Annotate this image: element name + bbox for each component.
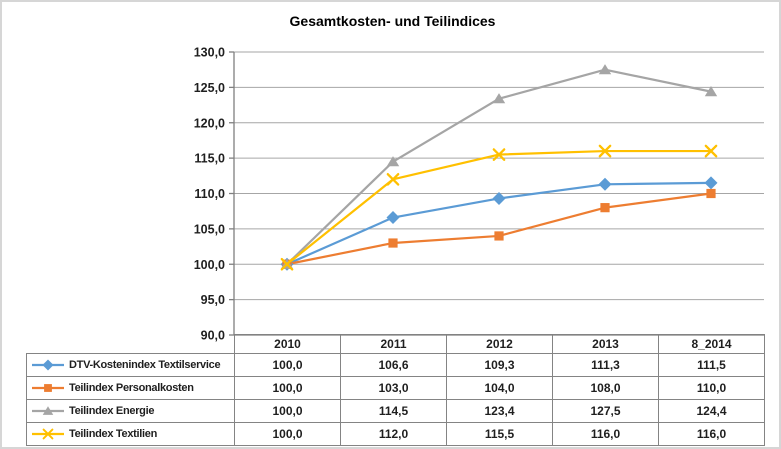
diamond-marker: [492, 191, 506, 205]
y-tick-label: 95,0: [201, 293, 225, 307]
x-marker: [704, 144, 718, 158]
value-cell: 112,0: [340, 422, 447, 446]
triangle-marker: [386, 156, 400, 167]
legend-label: Teilindex Personalkosten: [69, 382, 194, 394]
category-header: 2010: [234, 334, 341, 354]
series-line: [286, 192, 712, 266]
value-cell: 110,0: [658, 376, 765, 400]
square-marker: [388, 238, 398, 248]
diamond-marker: [42, 359, 54, 371]
diamond-marker: [704, 176, 718, 190]
value-cell: 111,3: [552, 353, 659, 377]
series-line: [286, 68, 712, 266]
legend-label: Teilindex Textilien: [69, 428, 158, 440]
triangle-marker: [598, 64, 612, 75]
table-row: Teilindex Personalkosten 100,0 103,0 104,0 1…: [26, 376, 765, 400]
value-cell: 100,0: [234, 376, 341, 400]
triangle-marker: [280, 258, 294, 269]
y-tick-label: 105,0: [194, 222, 225, 236]
table-header-row: 2010 2011 2012 2013 8_2014: [27, 334, 765, 354]
table-corner-cell: [27, 335, 235, 354]
table-row: DTV-Kostenindex Textilservice 100,0 106,6 1…: [26, 353, 765, 377]
value-cell: 103,0: [340, 376, 447, 400]
diamond-marker: [280, 257, 294, 271]
value-cell: 106,6: [340, 353, 447, 377]
legend-cell: DTV-Kostenindex Textilservice: [26, 353, 235, 377]
diamond-marker: [386, 211, 400, 225]
value-cell: 109,3: [446, 353, 553, 377]
square-marker: [494, 231, 504, 241]
value-cell: 127,5: [552, 399, 659, 423]
legend-key-diamond-icon: [32, 359, 64, 371]
y-tick-label: 110,0: [194, 187, 225, 201]
value-cell: 104,0: [446, 376, 553, 400]
legend-label: DTV-Kostenindex Textilservice: [69, 359, 221, 371]
value-cell: 116,0: [552, 422, 659, 446]
x-marker: [492, 148, 506, 161]
value-cell: 115,5: [446, 422, 553, 446]
value-cell: 116,0: [658, 422, 765, 446]
legend-label: Teilindex Energie: [69, 405, 155, 417]
legend-key-x-icon: [32, 428, 64, 440]
triangle-marker: [704, 86, 718, 97]
category-header: 2012: [446, 334, 553, 354]
square-marker: [44, 384, 52, 392]
chart-title: Gesamtkosten- und Teilindices: [289, 13, 496, 29]
table-row: Teilindex Textilien 100,0 112,0 115,5 116,0 1…: [26, 422, 765, 446]
square-marker: [282, 259, 292, 269]
value-cell: 108,0: [552, 376, 659, 400]
chart-data-table: 2010 2011 2012 2013 8_2014 DTV-Kostenindex Te…: [26, 334, 765, 446]
category-header: 2011: [340, 334, 447, 354]
triangle-marker: [492, 93, 506, 104]
legend-cell: Teilindex Personalkosten: [26, 376, 235, 400]
square-marker: [600, 203, 610, 213]
square-marker: [706, 188, 716, 199]
value-cell: 111,5: [658, 353, 765, 377]
y-tick-label: 125,0: [194, 81, 225, 95]
legend-key-triangle-icon: [32, 406, 64, 415]
value-cell: 100,0: [234, 399, 341, 423]
y-tick-label: 130,0: [194, 46, 225, 60]
diamond-marker: [598, 177, 612, 191]
x-marker: [42, 428, 54, 440]
x-marker: [598, 144, 612, 158]
y-tick-label: 115,0: [194, 152, 225, 166]
legend-cell: Teilindex Textilien: [26, 422, 235, 446]
x-marker: [386, 173, 400, 186]
x-marker: [280, 257, 294, 271]
value-cell: 114,5: [340, 399, 447, 423]
category-header: 2013: [552, 334, 659, 354]
y-tick-label: 120,0: [194, 116, 225, 130]
table-row: Teilindex Energie 100,0 114,5 123,4 127,5 124…: [26, 399, 765, 423]
legend-key-square-icon: [32, 384, 64, 392]
value-cell: 100,0: [234, 422, 341, 446]
series-line: [286, 181, 712, 266]
series-line: [286, 149, 711, 266]
legend-cell: Teilindex Energie: [26, 399, 235, 423]
category-header: 8_2014: [658, 334, 765, 354]
value-cell: 100,0: [234, 353, 341, 377]
y-tick-label: 100,0: [194, 258, 225, 272]
value-cell: 124,4: [658, 399, 765, 423]
triangle-marker: [42, 406, 54, 415]
value-cell: 123,4: [446, 399, 553, 423]
